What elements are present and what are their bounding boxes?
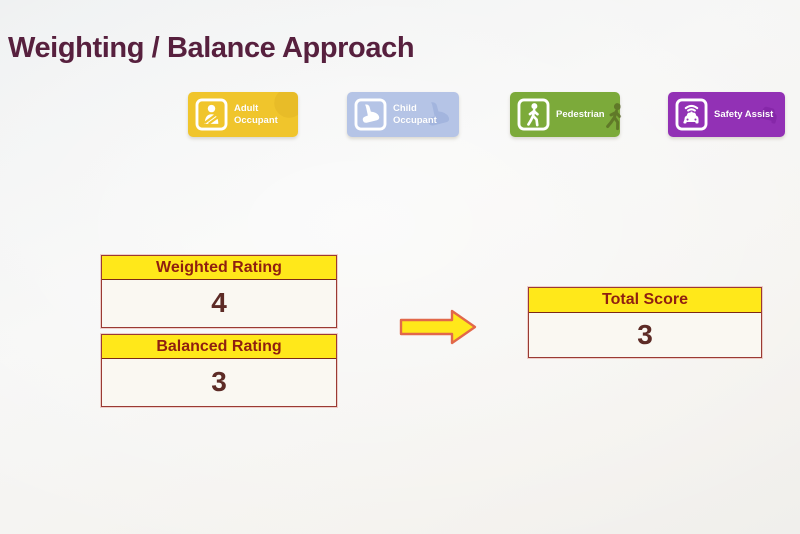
total-score-box: Total Score 3 [528,287,762,358]
balanced-rating-box: Balanced Rating 3 [101,334,337,407]
total-score-header: Total Score [529,288,761,313]
badge-pedestrian-label: Pedestrian [556,108,605,120]
safety-assist-icon [675,98,708,131]
weighted-rating-value: 4 [211,287,227,318]
badge-child-occupant-label: Child Occupant [393,103,437,126]
balanced-rating-header: Balanced Rating [102,335,336,359]
balanced-rating-value: 3 [211,366,227,397]
child-occupant-icon [354,98,387,131]
adult-occupant-icon [195,98,228,131]
page-title: Weighting / Balance Approach [8,32,415,64]
weighted-rating-header: Weighted Rating [102,256,336,280]
badge-adult-occupant: Adult Occupant [188,92,298,137]
badge-safety-assist: Safety Assist [668,92,785,137]
pedestrian-icon [517,98,550,131]
right-block-arrow-icon [399,309,477,345]
badge-child-occupant: Child Occupant [347,92,459,137]
badge-adult-occupant-label: Adult Occupant [234,103,278,126]
total-score-value: 3 [637,318,653,350]
weighted-rating-box: Weighted Rating 4 [101,255,337,328]
badge-pedestrian: Pedestrian [510,92,622,137]
badge-safety-assist-label: Safety Assist [714,108,774,120]
